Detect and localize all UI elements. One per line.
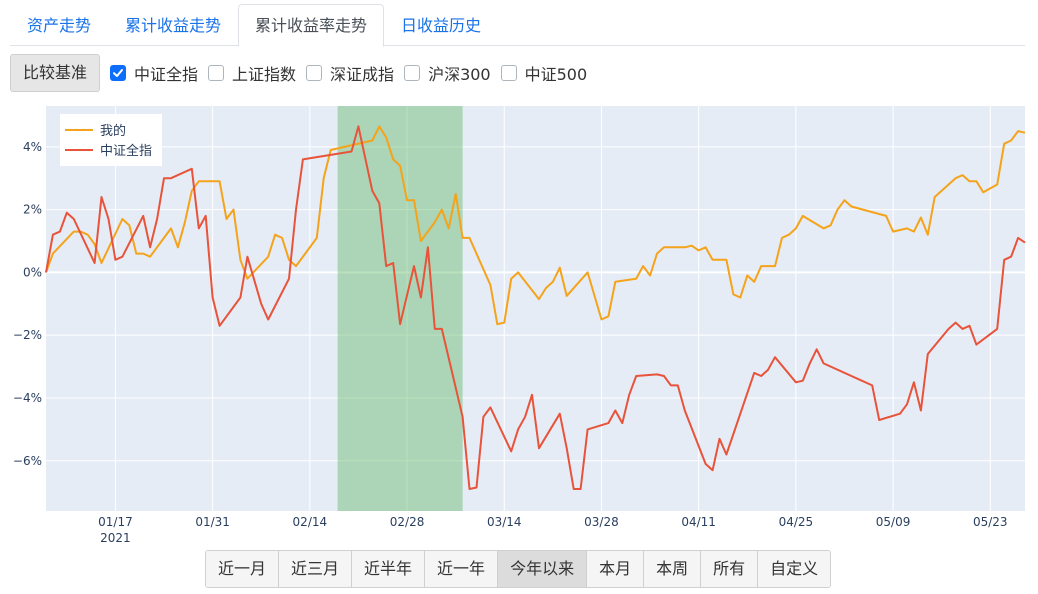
x-tick-label: 01/31 (195, 515, 230, 529)
cumulative-return-rate-chart[interactable]: 01/17 2021 01/31 02/14 02/28 03/14 03/28 04/11 0… (0, 96, 1038, 550)
x-tick-label: 04/11 (681, 515, 716, 529)
y-tick-label: −6% (13, 454, 42, 468)
x-tick-label: 03/14 (487, 515, 522, 529)
time-range-selector: 近一月 近三月 近半年 近一年 今年以来 本月 本周 所有 自定义 (205, 550, 832, 588)
range-all[interactable]: 所有 (701, 551, 759, 587)
y-tick-label: 4% (23, 140, 42, 154)
range-1-year[interactable]: 近一年 (425, 551, 499, 587)
tab-cumulative-return[interactable]: 累计收益走势 (125, 16, 222, 35)
benchmark-label-csi500: 中证500 (524, 65, 588, 84)
x-tick-sublabel: 2021 (100, 531, 131, 545)
checkbox-csi300[interactable] (404, 65, 421, 81)
range-3-months[interactable]: 近三月 (279, 551, 353, 587)
x-tick-label: 03/28 (584, 515, 619, 529)
y-tick-label: 2% (23, 203, 42, 217)
range-this-week[interactable]: 本周 (644, 551, 702, 587)
x-tick-label: 02/28 (390, 515, 425, 529)
benchmark-button[interactable]: 比较基准 (10, 54, 101, 92)
range-custom[interactable]: 自定义 (758, 551, 831, 587)
checkbox-csi500[interactable] (500, 65, 517, 81)
benchmark-option-csi500[interactable]: 中证500 (500, 61, 588, 85)
tab-cumulative-return-rate[interactable]: 累计收益率走势 (238, 4, 385, 47)
y-tick-label: −2% (13, 328, 42, 342)
legend-label: 中证全指 (100, 143, 152, 159)
benchmark-label-szse: 深证成指 (330, 65, 395, 84)
benchmark-option-csi300[interactable]: 沪深300 (404, 61, 491, 85)
x-tick-label: 01/17 (98, 515, 133, 529)
series-line-0 (45, 125, 1026, 326)
series-line-1 (45, 125, 1026, 490)
range-this-month[interactable]: 本月 (587, 551, 645, 587)
benchmark-filter: 比较基准 中证全指 上证指数 深证成指 沪深300 中证500 (10, 54, 587, 92)
y-tick-label: −4% (13, 391, 42, 405)
x-tick-label: 05/09 (876, 515, 911, 529)
x-tick-label: 04/25 (779, 515, 814, 529)
y-tick-label: 0% (23, 265, 42, 279)
benchmark-option-szse[interactable]: 深证成指 (306, 61, 394, 85)
benchmark-option-sse[interactable]: 上证指数 (208, 61, 296, 85)
highlight-range (337, 106, 463, 511)
benchmark-option-csi-all[interactable]: 中证全指 (110, 61, 198, 85)
range-ytd[interactable]: 今年以来 (498, 551, 588, 587)
range-6-months[interactable]: 近半年 (352, 551, 426, 587)
range-1-month[interactable]: 近一月 (206, 551, 280, 587)
benchmark-label-csi300: 沪深300 (428, 65, 491, 84)
x-tick-label: 02/14 (293, 515, 328, 529)
tab-bar: 资产走势 累计收益走势 累计收益率走势 日收益历史 (10, 4, 1025, 47)
checkbox-csi-all[interactable] (110, 65, 127, 81)
plot-background (46, 106, 1025, 511)
legend-label: 我的 (100, 123, 126, 139)
benchmark-label-csi-all: 中证全指 (134, 65, 199, 84)
checkbox-szse[interactable] (306, 65, 323, 81)
tab-assets[interactable]: 资产走势 (27, 16, 92, 35)
checkbox-sse[interactable] (208, 65, 225, 81)
x-tick-label: 05/23 (973, 515, 1008, 529)
legend-box (60, 114, 162, 166)
tab-daily-return-history[interactable]: 日收益历史 (401, 16, 482, 35)
benchmark-label-sse: 上证指数 (232, 65, 297, 84)
check-icon (113, 69, 124, 77)
